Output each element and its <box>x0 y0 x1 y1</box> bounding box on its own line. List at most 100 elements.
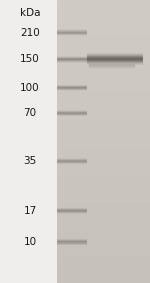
Bar <box>57 42 150 50</box>
Bar <box>57 34 87 35</box>
Bar <box>57 262 150 269</box>
Text: 150: 150 <box>20 54 40 65</box>
Bar <box>57 64 150 71</box>
Text: 100: 100 <box>20 83 40 93</box>
Bar <box>57 113 87 114</box>
Bar <box>57 7 150 14</box>
Bar <box>57 170 150 177</box>
Bar <box>57 60 87 61</box>
Bar <box>57 242 87 243</box>
Bar <box>57 191 150 198</box>
Bar <box>57 241 87 242</box>
Bar <box>57 213 87 214</box>
Bar <box>57 71 150 78</box>
Bar <box>57 85 150 92</box>
Text: 70: 70 <box>23 108 37 118</box>
Bar <box>57 61 87 62</box>
Bar <box>57 158 87 159</box>
Bar <box>88 64 135 65</box>
Bar <box>87 53 142 54</box>
Bar <box>57 56 87 57</box>
Bar <box>57 31 87 32</box>
Text: kDa: kDa <box>20 8 40 18</box>
Bar <box>87 61 142 63</box>
Bar <box>57 226 150 233</box>
Bar <box>57 159 87 160</box>
Bar <box>87 58 142 59</box>
Bar <box>57 62 87 63</box>
Bar <box>57 21 150 28</box>
Bar <box>57 127 150 134</box>
Bar <box>57 29 87 30</box>
Bar <box>57 160 87 161</box>
Bar <box>57 184 150 191</box>
Text: 35: 35 <box>23 156 37 166</box>
Bar <box>57 14 150 21</box>
Bar <box>57 28 150 35</box>
Bar <box>88 68 135 69</box>
Bar <box>57 113 150 120</box>
Bar <box>57 209 87 210</box>
Bar <box>87 63 142 65</box>
Bar <box>57 86 87 87</box>
Text: 210: 210 <box>20 27 40 38</box>
Bar <box>57 219 150 226</box>
Bar <box>57 255 150 262</box>
Bar <box>57 177 150 184</box>
Bar <box>57 85 87 86</box>
Bar <box>57 90 87 91</box>
Bar <box>87 55 142 57</box>
Bar <box>57 243 87 244</box>
Bar <box>57 149 150 156</box>
Bar <box>87 54 142 55</box>
Bar <box>88 65 135 66</box>
Bar <box>57 210 87 211</box>
Bar <box>57 111 87 112</box>
Bar <box>57 106 150 113</box>
Bar <box>57 211 87 212</box>
Bar <box>57 142 150 149</box>
Bar <box>57 50 150 57</box>
Bar <box>57 58 87 59</box>
Bar <box>57 99 150 106</box>
Bar <box>57 233 150 241</box>
Bar <box>57 163 87 164</box>
Bar <box>57 156 150 163</box>
Bar <box>57 212 87 213</box>
Bar <box>57 57 87 58</box>
Bar <box>57 59 87 60</box>
Bar <box>57 0 150 7</box>
Bar <box>57 198 150 205</box>
Bar <box>57 32 87 33</box>
Bar <box>57 35 87 36</box>
Bar <box>57 35 150 42</box>
Bar <box>57 208 87 209</box>
Bar <box>88 63 135 64</box>
Text: 17: 17 <box>23 206 37 216</box>
Bar <box>87 59 142 61</box>
Bar <box>57 212 150 219</box>
Bar <box>87 57 142 59</box>
Bar <box>57 78 150 85</box>
Bar <box>57 240 87 241</box>
Bar <box>57 269 150 276</box>
Bar <box>57 134 150 142</box>
Text: 10: 10 <box>23 237 37 247</box>
Bar <box>57 92 150 99</box>
Bar <box>57 248 150 255</box>
Bar <box>57 161 87 162</box>
Bar <box>57 89 87 90</box>
Bar <box>57 276 150 283</box>
Bar <box>57 205 150 212</box>
Bar <box>57 114 87 115</box>
Bar <box>57 110 87 111</box>
Bar <box>57 162 87 163</box>
Bar <box>57 33 87 34</box>
Bar <box>57 120 150 127</box>
Bar <box>57 87 87 88</box>
Bar <box>88 67 135 68</box>
Bar <box>57 112 87 113</box>
Bar <box>57 30 87 31</box>
Bar <box>57 241 150 248</box>
Bar <box>57 0 150 283</box>
